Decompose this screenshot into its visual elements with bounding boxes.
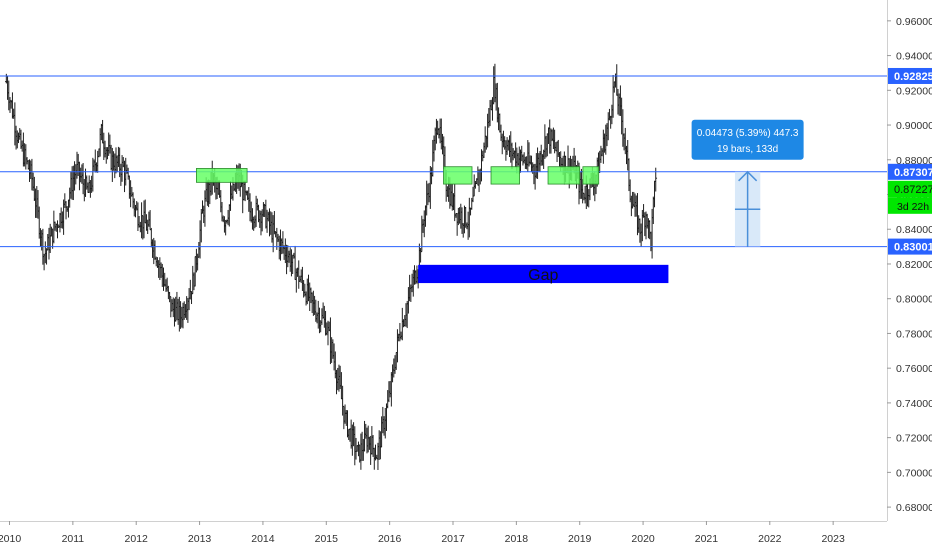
demand-zone-box[interactable] xyxy=(582,166,600,185)
price-axis-tick-label: 0.74000 xyxy=(896,398,932,410)
level-price-label-bg xyxy=(888,238,932,255)
measure-info-box[interactable] xyxy=(691,119,804,160)
price-axis-tick-label: 0.84000 xyxy=(896,224,932,236)
price-axis-tick-label: 0.94000 xyxy=(896,51,932,63)
gap-label: Gap xyxy=(528,267,558,284)
price-axis-tick-label: 0.96000 xyxy=(896,16,932,28)
countdown-badge xyxy=(888,197,932,214)
horizontal-levels-layer[interactable]: 0.92825 0.87307 0.83001 xyxy=(0,67,932,255)
time-axis-tick-label: 2022 xyxy=(758,533,782,545)
time-axis-tick-label: 2018 xyxy=(505,533,529,545)
level-price-label: 0.83001 xyxy=(894,242,932,254)
demand-zone-box[interactable] xyxy=(490,166,520,185)
current-price-label: 0.87227 xyxy=(894,184,932,196)
gap-layer[interactable]: Gap xyxy=(418,264,669,284)
time-axis-tick-label: 2017 xyxy=(441,533,465,545)
price-axis-tick-label: 0.80000 xyxy=(896,294,932,306)
gap-box[interactable] xyxy=(418,264,669,284)
price-axis-tick-label: 0.90000 xyxy=(896,120,932,132)
price-axis-tick-label: 0.72000 xyxy=(896,433,932,445)
price-axis-tick-label: 0.76000 xyxy=(896,363,932,375)
demand-zone-box[interactable] xyxy=(196,168,248,183)
demand-zone-box[interactable] xyxy=(443,166,473,185)
measure-info-line1: 0.04473 (5.39%) 447.3 xyxy=(697,128,799,139)
time-axis-tick-label: 2019 xyxy=(568,533,592,545)
price-axis-tick-label: 0.78000 xyxy=(896,328,932,340)
price-axis-tick-label: 0.68000 xyxy=(896,502,932,514)
time-axis-tick-label: 2023 xyxy=(821,533,845,545)
price-axis-tick-label: 0.82000 xyxy=(896,259,932,271)
level-price-label-bg xyxy=(888,163,932,180)
time-axis-tick-label: 2015 xyxy=(315,533,339,545)
time-axis-tick-label: 2012 xyxy=(125,533,149,545)
time-axis-tick-label: 2013 xyxy=(188,533,212,545)
demand-zone-box[interactable] xyxy=(547,166,581,185)
price-axis-tick-label: 0.92000 xyxy=(896,85,932,97)
level-price-label: 0.87307 xyxy=(894,167,932,179)
measure-info-line2: 19 bars, 133d xyxy=(717,144,778,155)
zones-layer[interactable] xyxy=(196,166,600,185)
time-axis-tick-label: 2021 xyxy=(695,533,719,545)
level-price-label: 0.92825 xyxy=(894,71,932,83)
price-axis-tick-label: 0.88000 xyxy=(896,155,932,167)
price-axis-tick-label: 0.70000 xyxy=(896,467,932,479)
time-axis-tick-label: 2011 xyxy=(62,533,85,545)
time-axis-tick-label: 2016 xyxy=(378,533,402,545)
level-price-label-bg xyxy=(888,67,932,84)
time-axis-tick-label: 2014 xyxy=(251,533,275,545)
current-price-badge xyxy=(888,180,932,198)
measure-layer[interactable]: 0.04473 (5.39%) 447.3 19 bars, 133d xyxy=(691,119,804,247)
measure-arrow-head xyxy=(738,170,758,182)
time-axis-tick-label: 2010 xyxy=(0,533,21,545)
time-axis-tick-label: 2020 xyxy=(631,533,655,545)
countdown-label: 3d 22h xyxy=(897,201,929,213)
